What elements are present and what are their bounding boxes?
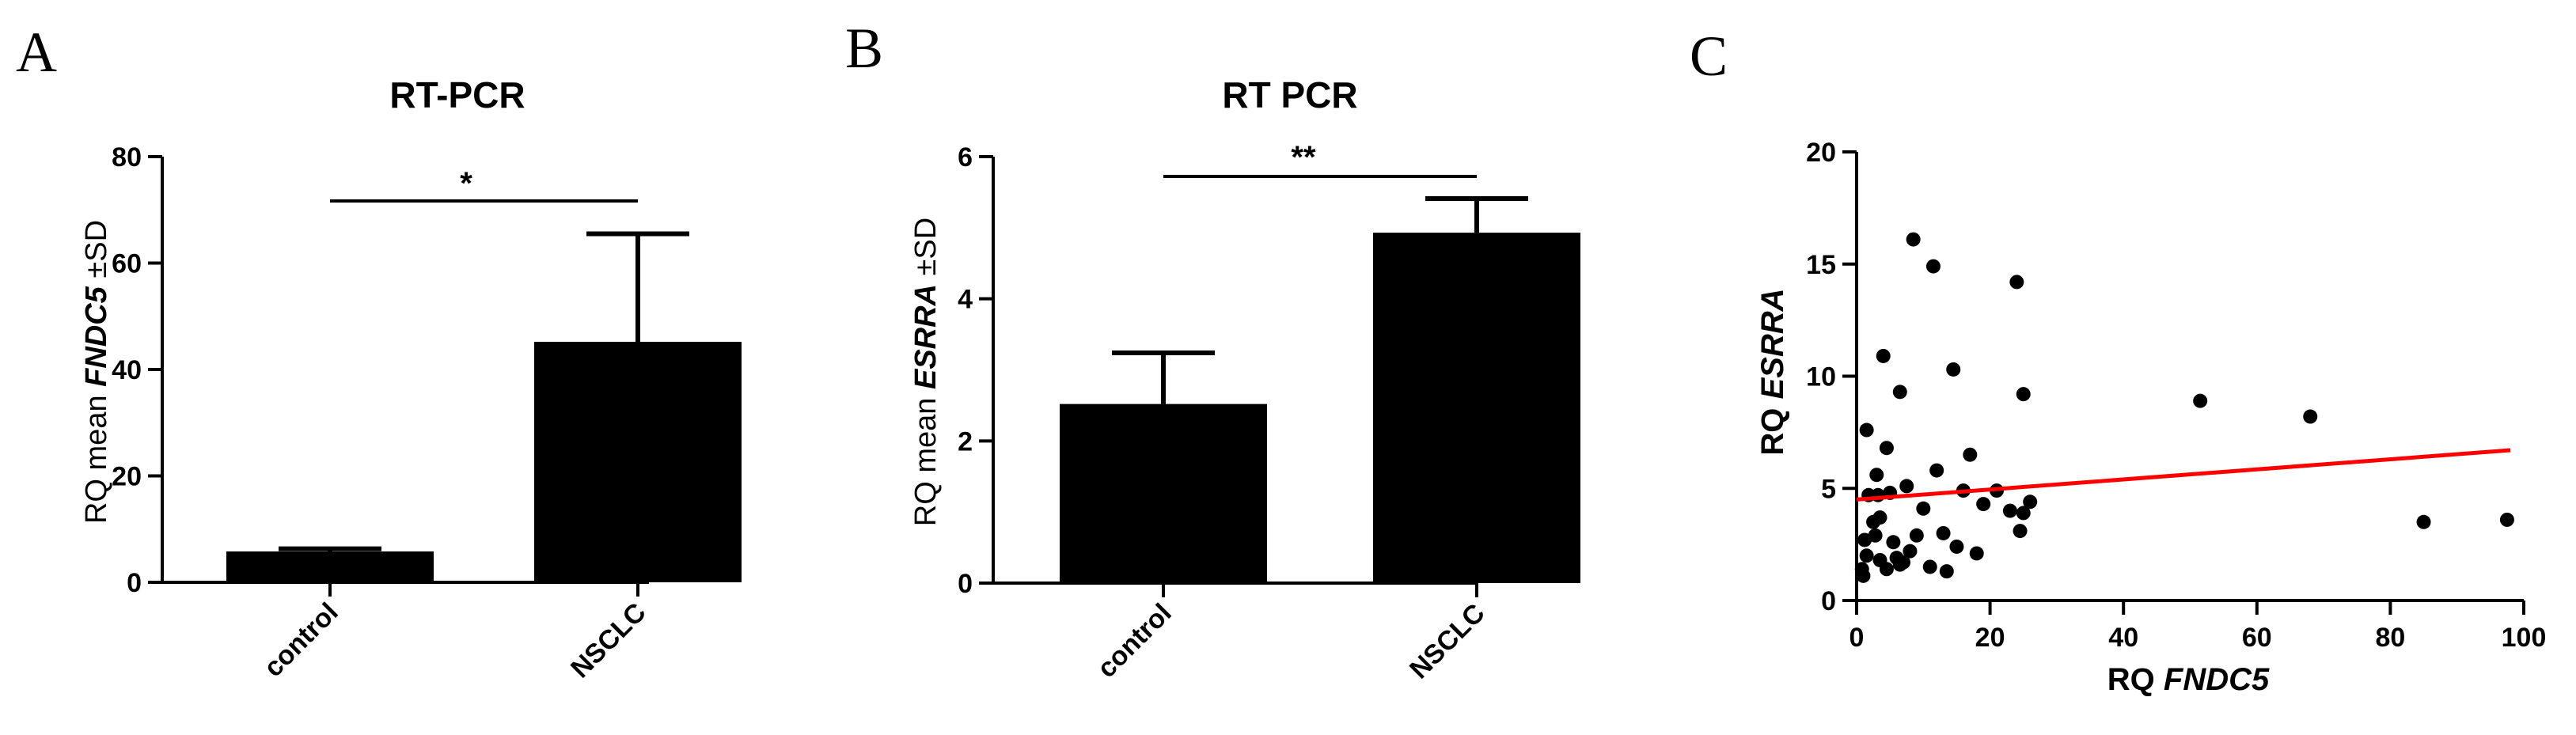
panel-a-bar [226, 551, 434, 582]
panel-b-bar [1060, 403, 1267, 583]
panel-c-data-point [1939, 564, 1954, 579]
panel-c-data-point [2016, 387, 2031, 402]
panel-c-data-point [1946, 362, 1961, 377]
panel-c-x-tick-label: 40 [2108, 623, 2138, 653]
panel-b-plot: 0 2 4 6 control NSCLC [958, 142, 1580, 684]
panel-b-category-label: control [1091, 598, 1177, 684]
panel-c-data-point [2416, 514, 2431, 529]
panel-c-data-point [1856, 568, 1871, 583]
panel-c-data-point [1922, 559, 1937, 574]
panel-c-data-point [1859, 548, 1874, 563]
panel-c-data-point [1872, 510, 1887, 525]
panel-c-data-point [1876, 348, 1891, 363]
panel-a-category-label: control [258, 597, 343, 683]
panel-a-y-tick-label: 60 [112, 249, 142, 279]
panel-b-significance: ** [1291, 140, 1316, 175]
panel-c-data-point [1892, 557, 1907, 572]
panel-a-y-tick-label: 0 [127, 568, 142, 598]
panel-c-data-point [1949, 539, 1964, 554]
panel-c-xlabel: RQ FNDC5 [2107, 662, 2270, 697]
panel-a-bar [534, 342, 742, 582]
panel-c-data-point [1903, 544, 1918, 559]
panel-b: B RT PCR RQ mean ESRRA ±SD 0 2 4 6 control NS… [845, 17, 1580, 684]
panel-c-letter: C [1690, 25, 1728, 88]
panel-c-data-point [1976, 497, 1991, 512]
panel-c-data-point [2002, 503, 2017, 518]
panel-a-y-tick-label: 40 [112, 355, 142, 385]
panel-c-data-point [2013, 524, 2028, 539]
panel-c-regression-line [1856, 448, 2511, 502]
panel-c-data-point [1936, 525, 1951, 540]
panel-b-y-tick-label: 2 [958, 426, 973, 457]
panel-b-letter: B [845, 17, 883, 80]
panel-c-data-point [1906, 232, 1921, 247]
panel-a-plot: 0 20 40 60 80 control NSCLC [112, 142, 742, 684]
panel-a: A RT-PCR RQ mean FNDC5 ±SD 0 20 40 60 80 cont… [16, 21, 742, 684]
panel-c-y-tick-label: 15 [1806, 250, 1836, 280]
panel-c-y-tick-label: 5 [1821, 474, 1836, 504]
panel-b-category-label: NSCLC [1404, 598, 1491, 685]
panel-b-title: RT PCR [1222, 74, 1357, 116]
panel-c-data-point [1969, 546, 1984, 561]
panel-b-bar [1373, 233, 1580, 583]
panel-c-y-tick-label: 0 [1821, 586, 1836, 616]
panel-a-title: RT-PCR [389, 74, 525, 116]
panel-c-data-point [1916, 501, 1931, 516]
panel-c-data-point [1879, 562, 1894, 577]
panel-c-x-tick-label: 80 [2375, 623, 2405, 653]
panel-c: C RQ ESRRA RQ FNDC5 0 5 10 15 20 0 20 40 60 80 100 [1690, 25, 2546, 697]
panel-c-data-point [1892, 385, 1907, 400]
panel-a-letter: A [16, 21, 57, 84]
panel-a-y-tick-label: 20 [112, 462, 142, 492]
panel-c-data-point [1963, 447, 1978, 462]
panel-c-data-point [2193, 393, 2208, 408]
panel-a-ylabel: RQ mean FNDC5 ±SD [80, 220, 113, 524]
panel-c-data-point [1859, 422, 1874, 438]
panel-c-plot: 0 5 10 15 20 0 20 40 60 80 100 [1806, 138, 2546, 653]
panel-b-y-tick-label: 0 [958, 569, 973, 599]
panel-c-data-point [2009, 275, 2024, 290]
panel-a-significance: * [460, 166, 472, 201]
panel-c-ylabel: RQ ESRRA [1755, 288, 1790, 455]
panel-c-data-point [1879, 441, 1894, 456]
panel-c-data-point [1868, 528, 1883, 543]
panel-c-data-point [1929, 463, 1944, 478]
panel-c-data-point [2016, 506, 2031, 521]
panel-c-data-point [2303, 409, 2318, 424]
panel-c-data-point [1869, 468, 1884, 483]
panel-c-data-point [1909, 528, 1924, 543]
panel-c-y-tick-label: 10 [1806, 362, 1836, 392]
panel-c-data-point [2499, 512, 2514, 527]
panel-b-y-tick-label: 4 [958, 285, 973, 315]
panel-a-y-tick-label: 80 [112, 142, 142, 172]
panel-b-ylabel: RQ mean ESRRA ±SD [909, 218, 943, 526]
panel-c-x-tick-label: 20 [1975, 623, 2005, 653]
panel-c-data-point [1925, 259, 1941, 274]
panel-c-data-point [1899, 479, 1914, 494]
panel-a-category-label: NSCLC [565, 597, 652, 684]
panel-c-x-tick-label: 0 [1849, 623, 1865, 653]
panel-c-data-point [2023, 494, 2038, 510]
panel-c-y-tick-label: 20 [1806, 138, 1836, 168]
panel-c-data-point [1857, 532, 1872, 547]
panel-c-data-point [1886, 535, 1901, 550]
panel-c-x-tick-label: 100 [2502, 623, 2547, 653]
panel-b-y-tick-label: 6 [958, 142, 973, 172]
panel-c-x-tick-label: 60 [2242, 623, 2272, 653]
